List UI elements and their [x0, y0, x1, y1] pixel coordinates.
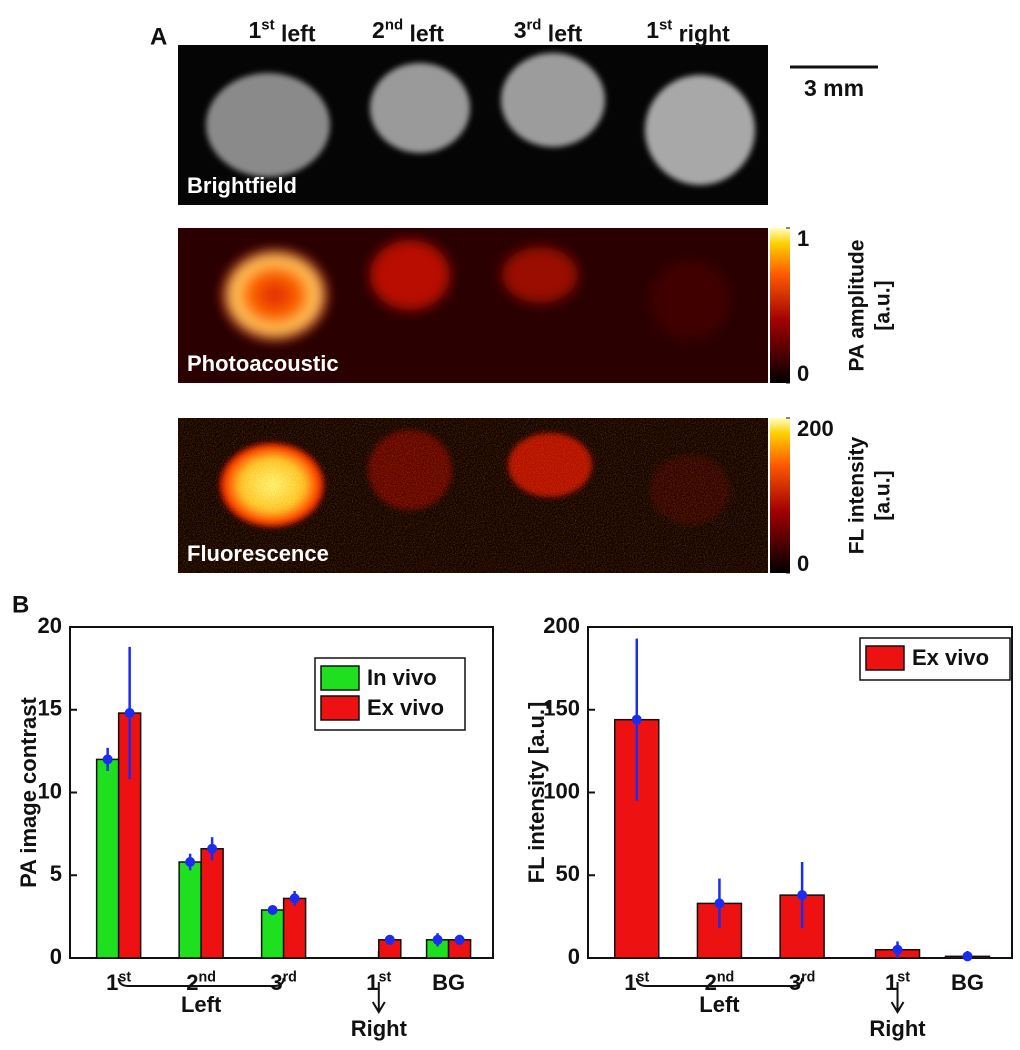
x-tick-label: 1st — [624, 969, 649, 994]
x-tick-label: 3rd — [270, 969, 297, 994]
x-tick-label: 1st — [366, 969, 391, 994]
scale-bar-label: 3 mm — [804, 75, 864, 101]
colorbar-tick-label: 1 — [797, 226, 809, 251]
bar — [260, 909, 285, 959]
group-bracket — [635, 977, 804, 987]
y-tick-label: 0 — [568, 944, 580, 969]
x-tick-label: 3rd — [789, 969, 816, 994]
legend-label: In vivo — [367, 665, 437, 690]
colorbar-tick-label: 0 — [797, 551, 809, 576]
y-tick-label: 5 — [50, 861, 62, 886]
y-tick-label: 15 — [38, 696, 62, 721]
group-bracket — [117, 977, 285, 987]
group-label: Right — [351, 1016, 408, 1041]
error-bar-center — [207, 843, 218, 854]
group-label: Left — [699, 992, 740, 1017]
error-bar-center — [962, 951, 973, 962]
error-bar-center — [289, 893, 300, 904]
group-arrow — [371, 982, 386, 1014]
y-tick-label: 200 — [543, 613, 580, 638]
colorbar-title: FL intensity — [846, 436, 869, 554]
column-header: 2nd left — [372, 16, 444, 46]
y-tick-label: 150 — [543, 696, 580, 721]
legend-swatch — [865, 645, 905, 671]
error-bar-center — [432, 934, 443, 945]
y-tick-label: 100 — [543, 778, 580, 803]
group-arrow — [890, 982, 905, 1014]
bar — [178, 861, 202, 959]
y-axis-label: FL intensity [a.u.] — [524, 702, 549, 884]
image-label: Fluorescence — [187, 541, 329, 566]
y-tick-label: 10 — [38, 778, 62, 803]
error-bar-center — [454, 934, 465, 945]
error-bar-center — [797, 890, 808, 901]
colorbar-tick-label: 0 — [797, 361, 809, 386]
error-bar-center — [124, 708, 135, 719]
error-bar-center — [714, 898, 725, 909]
colorbar-title: [a.u.] — [872, 470, 895, 520]
legend-label: Ex vivo — [367, 695, 444, 720]
legend-label: Ex vivo — [912, 645, 989, 670]
image-label: Photoacoustic — [187, 351, 339, 376]
error-bar-center — [631, 714, 642, 725]
colorbar — [770, 228, 790, 383]
x-tick-label: 1st — [106, 969, 131, 994]
y-tick-label: 0 — [50, 944, 62, 969]
group-label: Left — [181, 992, 222, 1017]
error-bar-center — [892, 944, 903, 955]
column-header: 1st left — [249, 16, 316, 46]
column-header: 1st right — [646, 16, 730, 46]
colorbar-title: PA amplitude — [846, 240, 869, 372]
colorbar-title: [a.u.] — [872, 280, 895, 330]
bar — [200, 848, 224, 959]
panel-label: B — [12, 591, 29, 618]
x-tick-label: 1st — [885, 969, 910, 994]
x-tick-label: 2nd — [186, 969, 216, 994]
x-tick-label: 2nd — [705, 969, 735, 994]
legend-swatch — [320, 695, 360, 721]
y-axis-label: PA image contrast — [16, 696, 41, 887]
error-bar-center — [102, 754, 113, 765]
y-tick-label: 20 — [38, 613, 62, 638]
column-header: 3rd left — [514, 16, 583, 46]
group-label: Right — [869, 1016, 926, 1041]
colorbar-tick-label: 200 — [797, 416, 834, 441]
colorbar — [770, 418, 790, 573]
error-bar-center — [185, 857, 196, 868]
error-bar-center — [267, 905, 278, 916]
panel-label: A — [150, 23, 167, 50]
x-tick-label: BG — [432, 970, 465, 995]
panel-a-images — [178, 45, 878, 573]
bar — [95, 758, 120, 959]
bar — [614, 718, 660, 959]
x-tick-label: BG — [951, 970, 984, 995]
legend-swatch — [320, 665, 360, 691]
image-label: Brightfield — [187, 173, 297, 198]
bar — [282, 897, 307, 959]
error-bar-center — [384, 934, 395, 945]
y-tick-label: 50 — [556, 861, 580, 886]
